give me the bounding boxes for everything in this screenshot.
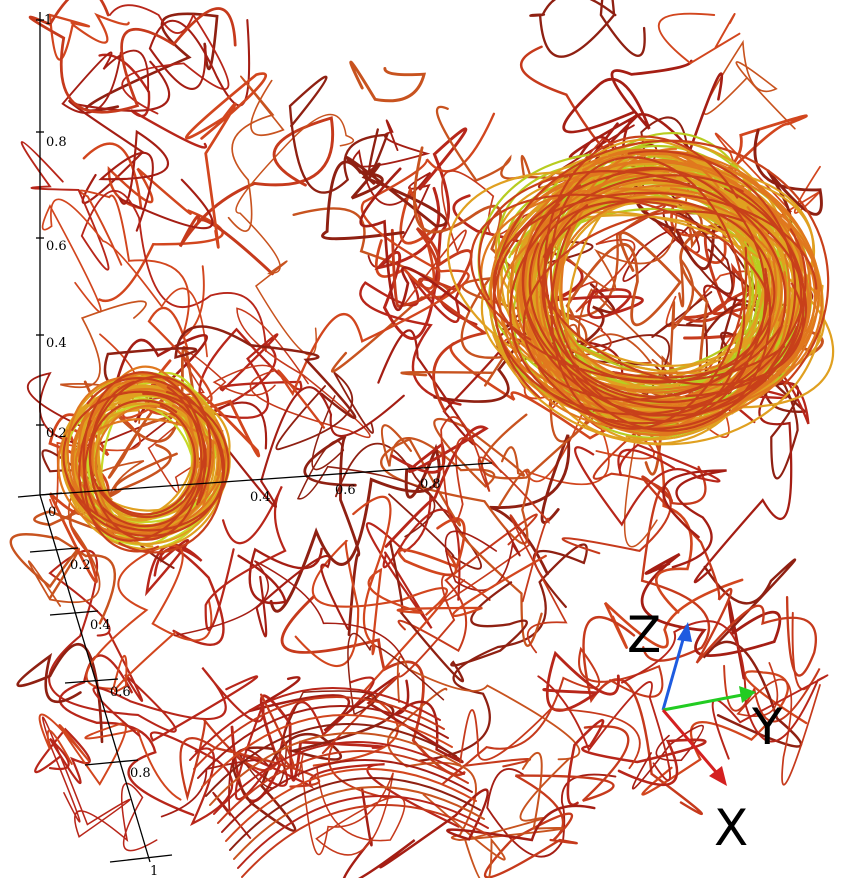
- x-tick-label: 0.6: [110, 685, 131, 700]
- z-tick-label: 0.8: [46, 135, 67, 150]
- y-tick-label: 0.4: [250, 490, 271, 505]
- x-label: X: [714, 799, 748, 857]
- streamline: [704, 42, 795, 128]
- x-tick-label: 1: [150, 864, 158, 878]
- streamline: [147, 540, 224, 645]
- z-tick-label: 1: [44, 13, 52, 28]
- streamline: [351, 62, 424, 101]
- streamline: [382, 419, 524, 486]
- tick: [110, 855, 172, 862]
- z-tick-label: 0.2: [46, 426, 67, 441]
- tick: [50, 611, 98, 615]
- x-tick-label: 0.2: [70, 558, 91, 573]
- z-label: Z: [627, 606, 661, 664]
- streamline: [180, 118, 333, 274]
- streamlines: [11, 0, 833, 878]
- streamline: [659, 14, 740, 64]
- streamline: [575, 445, 719, 525]
- z-tick-label: 0.4: [46, 336, 67, 351]
- y-tick-label: 0.6: [335, 483, 356, 498]
- z-tick-label: 0.6: [46, 239, 67, 254]
- x-tick-label: 0: [48, 505, 56, 520]
- tick: [30, 548, 78, 552]
- streamline: [530, 0, 644, 57]
- y-label: Y: [751, 698, 783, 756]
- x-tick-label: 0.8: [130, 766, 151, 781]
- streamline: [460, 709, 640, 768]
- visualization: 1 0.8 0.6 0.4 0.2 0 0.2 0.4 0.6 0.8 1 0.…: [0, 0, 854, 878]
- streamline: [49, 551, 176, 732]
- tick: [65, 679, 118, 683]
- y-tick-label: 0.8: [420, 477, 441, 492]
- x-tick-label: 0.4: [90, 618, 111, 633]
